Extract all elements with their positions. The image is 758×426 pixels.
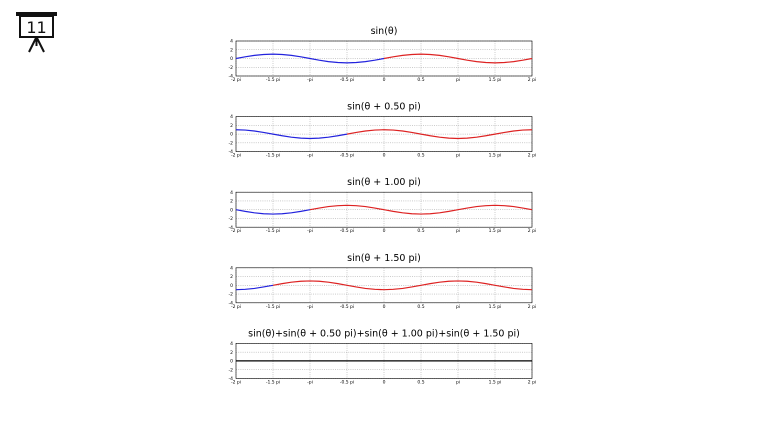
x-tick-label: 0 [383, 77, 386, 83]
line-series [383, 53, 533, 64]
y-tick-label: -4 [229, 300, 234, 306]
plot-frame [235, 267, 533, 304]
x-tick-label: -2 pi [231, 304, 241, 310]
y-tick-label: -2 [229, 65, 234, 71]
line-series [235, 284, 274, 291]
chart-title: sin(θ) [371, 26, 398, 37]
chart: sin(θ)+sin(θ + 0.50 pi)+sin(θ + 1.00 pi)… [229, 328, 537, 385]
x-tick-label: 1.5 pi [489, 153, 502, 159]
x-tick-label: pi [456, 304, 460, 310]
x-tick-label: 0.5 [417, 379, 424, 385]
chart-title: sin(θ)+sin(θ + 0.50 pi)+sin(θ + 1.00 pi)… [248, 328, 520, 339]
x-tick-label: -0.5 pi [340, 153, 354, 159]
icon-bar [16, 12, 57, 16]
x-tick-label: 0 [383, 228, 386, 234]
line-series [235, 129, 348, 140]
y-tick-label: -4 [229, 225, 234, 231]
y-tick-label: 2 [230, 274, 233, 280]
chart: sin(θ + 1.50 pi) -2 pi -1.5 pi -pi -0.5 pi 0 0… [229, 253, 537, 310]
chart: sin(θ + 0.50 pi) -2 pi -1.5 pi -pi -0.5 pi 0 0… [229, 102, 537, 159]
y-tick-label: 2 [230, 350, 233, 356]
x-tick-label: -2 pi [231, 379, 241, 385]
x-tick-label: 0 [383, 379, 386, 385]
y-tick-label: 0 [230, 132, 233, 138]
y-tick-label: 2 [230, 123, 233, 129]
icon-leg [28, 36, 38, 53]
x-tick-label: 0.5 [417, 304, 424, 310]
x-tick-label: 1.5 pi [489, 77, 502, 83]
x-tick-label: -0.5 pi [340, 228, 354, 234]
chart-title: sin(θ + 1.00 pi) [347, 177, 421, 188]
y-tick-label: 4 [230, 190, 233, 196]
x-tick-label: 0 [383, 153, 386, 159]
x-tick-label: 0 [383, 304, 386, 310]
y-tick-label: 4 [230, 265, 233, 271]
x-tick-label: -0.5 pi [340, 304, 354, 310]
x-tick-label: -1.5 pi [266, 304, 280, 310]
y-tick-label: 2 [230, 47, 233, 53]
x-tick-label: 0.5 [417, 77, 424, 83]
line-series [346, 129, 533, 140]
chart: sin(θ) -2 pi -1.5 pi -pi -0.5 pi 0 0.5 pi 1.5 pi… [229, 26, 537, 83]
slide-number-icon: 11 [16, 12, 57, 53]
line-series [235, 209, 311, 215]
y-tick-label: -4 [229, 149, 234, 155]
x-tick-label: -1.5 pi [266, 153, 280, 159]
x-tick-label: -1.5 pi [266, 77, 280, 83]
x-tick-label: pi [456, 77, 460, 83]
y-tick-label: 0 [230, 283, 233, 289]
line-series [272, 280, 533, 291]
x-tick-label: 2 pi [528, 228, 536, 234]
y-tick-label: 4 [230, 39, 233, 45]
x-tick-label: -pi [307, 228, 313, 234]
chart-title: sin(θ + 0.50 pi) [347, 102, 421, 113]
y-tick-label: -2 [229, 216, 234, 222]
y-tick-label: -2 [229, 367, 234, 373]
x-tick-label: -pi [307, 379, 313, 385]
line-series [309, 204, 533, 215]
x-tick-label: 1.5 pi [489, 379, 502, 385]
chart-title: sin(θ + 1.50 pi) [347, 253, 421, 264]
x-tick-label: pi [456, 153, 460, 159]
x-tick-label: -pi [307, 77, 313, 83]
x-tick-label: pi [456, 379, 460, 385]
x-tick-label: 0.5 [417, 228, 424, 234]
plot-frame [235, 116, 533, 152]
x-tick-label: pi [456, 228, 460, 234]
x-tick-label: 2 pi [528, 153, 536, 159]
x-tick-label: -0.5 pi [340, 379, 354, 385]
y-tick-label: 0 [230, 359, 233, 365]
slide-number: 11 [26, 18, 46, 37]
x-tick-label: 0.5 [417, 153, 424, 159]
icon-leg [35, 36, 45, 53]
x-tick-label: -pi [307, 304, 313, 310]
y-tick-label: -2 [229, 292, 234, 298]
y-tick-label: 0 [230, 207, 233, 213]
x-tick-label: -2 pi [231, 77, 241, 83]
x-tick-label: 2 pi [528, 77, 536, 83]
x-tick-label: -2 pi [231, 228, 241, 234]
y-tick-label: 4 [230, 341, 233, 347]
x-tick-label: -1.5 pi [266, 228, 280, 234]
y-tick-label: 0 [230, 56, 233, 62]
x-tick-label: 1.5 pi [489, 304, 502, 310]
chart: sin(θ + 1.00 pi) -2 pi -1.5 pi -pi -0.5 pi 0 0… [229, 177, 537, 234]
line-series [235, 53, 385, 64]
y-tick-label: -4 [229, 74, 234, 80]
x-tick-label: 1.5 pi [489, 228, 502, 234]
x-tick-label: -1.5 pi [266, 379, 280, 385]
x-tick-label: -0.5 pi [340, 77, 354, 83]
y-tick-label: -2 [229, 140, 234, 146]
y-tick-label: 2 [230, 199, 233, 205]
y-tick-label: -4 [229, 376, 234, 382]
x-tick-label: -2 pi [231, 153, 241, 159]
x-tick-label: -pi [307, 153, 313, 159]
y-tick-label: 4 [230, 114, 233, 120]
x-tick-label: 2 pi [528, 304, 536, 310]
x-tick-label: 2 pi [528, 379, 536, 385]
